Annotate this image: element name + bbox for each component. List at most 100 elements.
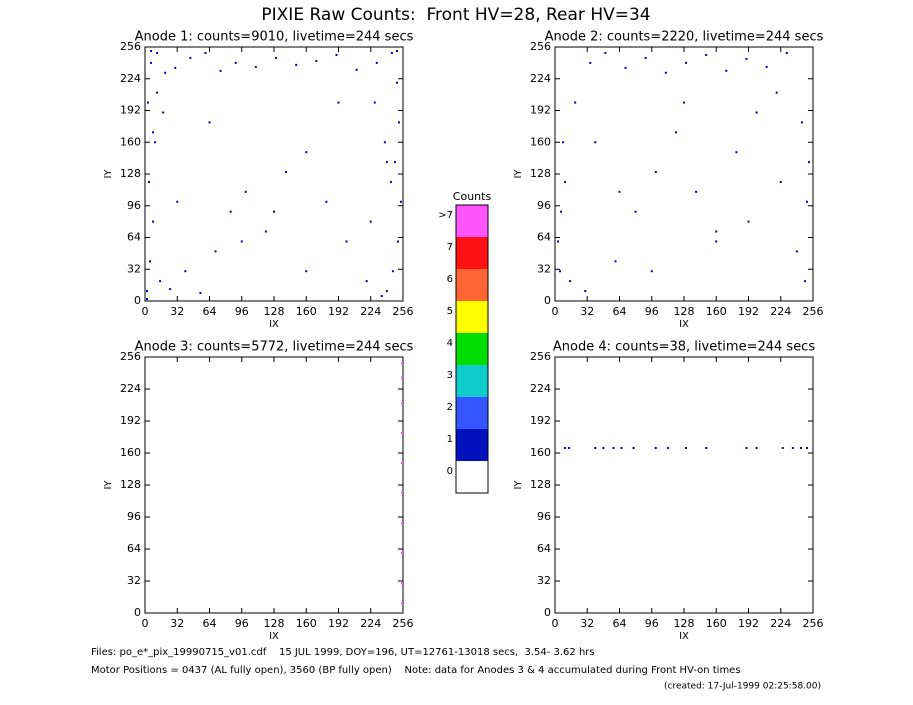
count-pixel [400, 462, 403, 464]
count-pixel [373, 101, 376, 104]
count-pixel [385, 161, 388, 164]
count-pixel [400, 432, 403, 434]
y-tick-label: 64 [127, 231, 141, 244]
count-pixel [337, 101, 340, 104]
x-tick-label: 256 [393, 305, 414, 318]
colorbar-box [456, 461, 488, 493]
y-axis-label: IY [513, 480, 524, 490]
y-tick-label: 0 [134, 294, 141, 307]
x-tick-label: 192 [738, 305, 759, 318]
count-pixel [807, 161, 810, 164]
count-pixel [147, 101, 150, 104]
count-pixel [654, 447, 657, 449]
colorbar-box [456, 205, 488, 237]
panel-title: Anode 1: counts=9010, livetime=244 secs [135, 30, 414, 45]
count-pixel [295, 63, 298, 66]
x-tick-label: 160 [296, 617, 317, 630]
count-pixel [803, 280, 806, 283]
count-pixel [375, 61, 378, 64]
y-tick-label: 96 [127, 510, 141, 523]
x-axis-label: IX [679, 319, 689, 330]
count-pixel [390, 51, 393, 54]
x-tick-label: 256 [393, 617, 414, 630]
x-tick-label: 96 [645, 305, 659, 318]
y-tick-label: 64 [537, 231, 551, 244]
y-tick-label: 192 [120, 104, 141, 117]
count-pixel [574, 101, 577, 104]
count-pixel [685, 447, 688, 449]
colorbar-box [456, 397, 488, 429]
colorbar-box [456, 237, 488, 269]
footer-line: (created: 17-Jul-1999 02:25:58.00) [664, 682, 821, 692]
count-pixel [148, 180, 151, 183]
colorbar-label: 0 [447, 466, 453, 477]
count-pixel [152, 220, 155, 223]
count-pixel [664, 71, 667, 74]
count-pixel [735, 151, 738, 154]
count-pixel [560, 210, 563, 213]
x-tick-label: 64 [203, 305, 217, 318]
colorbar-label: >7 [438, 210, 453, 221]
count-pixel [618, 190, 621, 193]
count-pixel [755, 447, 758, 449]
count-pixel [795, 250, 798, 253]
y-tick-label: 32 [127, 574, 141, 587]
count-pixel [156, 91, 159, 94]
footer-line: Motor Positions = 0437 (AL fully open), … [91, 665, 741, 676]
count-pixel [391, 270, 394, 273]
x-tick-label: 0 [142, 305, 149, 318]
count-pixel [152, 131, 155, 134]
y-tick-label: 256 [530, 350, 551, 363]
count-pixel [254, 65, 257, 68]
count-pixel [393, 161, 396, 164]
count-pixel [146, 290, 149, 293]
y-tick-label: 32 [537, 574, 551, 587]
count-pixel [564, 180, 567, 183]
count-pixel [365, 280, 368, 283]
count-pixel [400, 582, 403, 584]
count-pixel [775, 91, 778, 94]
x-tick-label: 32 [170, 617, 184, 630]
count-pixel [383, 141, 386, 144]
colorbar-label: 4 [447, 338, 453, 349]
count-pixel [695, 190, 698, 193]
x-tick-label: 32 [580, 617, 594, 630]
count-pixel [146, 298, 149, 301]
count-pixel [569, 280, 572, 283]
count-pixel [169, 288, 172, 291]
count-pixel [568, 447, 571, 449]
x-tick-label: 224 [770, 305, 791, 318]
colorbar-label: 6 [447, 274, 453, 285]
count-pixel [399, 200, 402, 203]
count-pixel [745, 447, 748, 449]
count-pixel [199, 292, 202, 295]
count-pixel [156, 51, 159, 54]
y-tick-label: 32 [127, 262, 141, 275]
x-tick-label: 128 [264, 305, 285, 318]
y-tick-label: 128 [530, 167, 551, 180]
y-tick-label: 192 [530, 104, 551, 117]
count-pixel [174, 66, 177, 69]
count-pixel [612, 447, 615, 449]
y-tick-label: 224 [120, 72, 141, 85]
count-pixel [779, 180, 782, 183]
count-pixel [229, 210, 232, 213]
count-pixel [189, 56, 192, 59]
y-tick-label: 160 [530, 135, 551, 148]
y-tick-label: 256 [530, 40, 551, 53]
x-tick-label: 256 [803, 617, 824, 630]
count-pixel [395, 81, 398, 84]
y-axis-label: IY [513, 169, 524, 179]
x-tick-label: 64 [613, 617, 627, 630]
x-tick-label: 192 [328, 617, 349, 630]
count-pixel [244, 190, 247, 193]
count-pixel [184, 270, 187, 273]
colorbar-box [456, 365, 488, 397]
y-tick-label: 128 [530, 478, 551, 491]
y-tick-label: 64 [127, 542, 141, 555]
count-pixel [204, 51, 207, 54]
count-pixel [634, 210, 637, 213]
count-pixel [345, 240, 348, 243]
count-pixel [747, 220, 750, 223]
x-axis-label: IX [269, 319, 279, 330]
